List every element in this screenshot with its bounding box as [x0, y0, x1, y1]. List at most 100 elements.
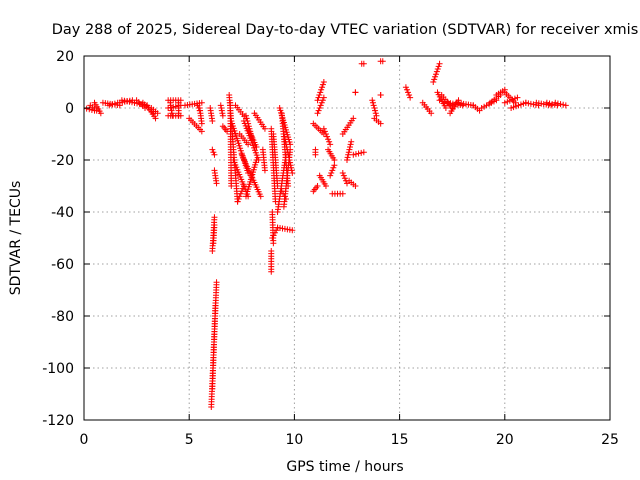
- data-point: [402, 84, 409, 91]
- data-point: [352, 151, 359, 158]
- data-point: [198, 120, 205, 127]
- data-point: [352, 183, 359, 189]
- data-point: [236, 193, 243, 200]
- data-point: [346, 146, 353, 153]
- data-point: [281, 133, 288, 140]
- data-point: [196, 107, 203, 114]
- data-point: [270, 240, 277, 247]
- data-point: [209, 118, 216, 124]
- data-point: [557, 101, 564, 108]
- data-point: [322, 183, 329, 189]
- data-point: [433, 68, 440, 75]
- data-point: [340, 172, 347, 179]
- data-point: [319, 97, 326, 104]
- data-point: [84, 105, 90, 112]
- data-point: [369, 99, 376, 106]
- data-point: [261, 167, 268, 174]
- data-point: [253, 144, 260, 150]
- data-point: [428, 110, 435, 117]
- data-point: [97, 110, 104, 117]
- data-point: [347, 141, 354, 148]
- data-points: [84, 58, 569, 410]
- data-point: [243, 112, 250, 119]
- data-point: [315, 107, 322, 114]
- data-point: [372, 110, 379, 117]
- data-point: [213, 180, 220, 187]
- data-point: [237, 190, 244, 197]
- data-point: [280, 131, 287, 137]
- y-tick-label: 20: [56, 49, 74, 65]
- data-point: [371, 105, 378, 111]
- data-point: [243, 115, 250, 122]
- data-point: [152, 115, 159, 122]
- data-point: [370, 102, 377, 109]
- data-point: [377, 120, 384, 127]
- data-point: [314, 110, 321, 117]
- data-point: [552, 99, 559, 106]
- x-tick-label: 15: [391, 432, 409, 448]
- data-point: [209, 146, 216, 153]
- y-tick-label: -60: [51, 257, 74, 273]
- data-point: [315, 94, 322, 101]
- data-point: [560, 101, 567, 108]
- data-point: [240, 183, 247, 189]
- data-point: [525, 100, 532, 107]
- y-tick-label: -100: [42, 361, 74, 377]
- data-point: [211, 151, 218, 158]
- data-point: [406, 92, 413, 98]
- data-point: [442, 105, 449, 111]
- data-point: [355, 150, 362, 157]
- x-tick-label: 25: [601, 432, 619, 448]
- data-point: [512, 99, 519, 106]
- data-point: [326, 138, 333, 145]
- data-point: [344, 157, 350, 163]
- data-point: [86, 106, 93, 113]
- data-point: [432, 73, 439, 80]
- data-point: [208, 404, 215, 410]
- data-point: [320, 94, 327, 101]
- x-tick-label: 0: [80, 432, 89, 448]
- data-point: [238, 188, 245, 195]
- data-point: [245, 141, 252, 148]
- data-point: [543, 99, 550, 106]
- chart-title: Day 288 of 2025, Sidereal Day-to-day VTE…: [52, 22, 639, 38]
- data-point: [372, 107, 379, 114]
- data-point: [318, 86, 325, 93]
- data-point: [527, 100, 534, 107]
- x-tick-label: 5: [185, 432, 194, 448]
- y-tick-label: -20: [51, 153, 74, 169]
- data-point: [321, 128, 328, 135]
- data-point: [436, 60, 443, 67]
- data-point: [118, 97, 125, 104]
- data-point: [282, 196, 289, 202]
- data-point: [514, 94, 521, 101]
- data-point: [435, 63, 442, 70]
- y-tick-label: -40: [51, 205, 74, 221]
- data-point: [434, 66, 441, 72]
- data-point: [245, 120, 252, 127]
- data-point: [228, 183, 235, 189]
- data-point: [268, 268, 275, 275]
- y-tick-label: -120: [42, 413, 74, 429]
- data-point: [358, 149, 365, 156]
- data-point: [235, 196, 242, 202]
- y-tick-label: 0: [65, 101, 74, 117]
- data-point: [432, 71, 439, 78]
- data-point: [289, 227, 296, 234]
- data-point: [316, 105, 323, 111]
- data-point: [554, 100, 561, 107]
- plot-frame: [83, 55, 611, 421]
- data-point: [175, 112, 182, 119]
- data-point: [209, 385, 216, 392]
- data-point: [198, 99, 205, 106]
- data-point: [322, 131, 329, 137]
- data-point: [324, 133, 331, 140]
- data-point: [198, 128, 205, 135]
- data-point: [330, 164, 337, 171]
- data-point: [348, 138, 355, 145]
- data-point: [283, 144, 290, 150]
- data-point: [317, 102, 324, 109]
- data-point: [194, 102, 201, 109]
- data-point: [318, 99, 325, 106]
